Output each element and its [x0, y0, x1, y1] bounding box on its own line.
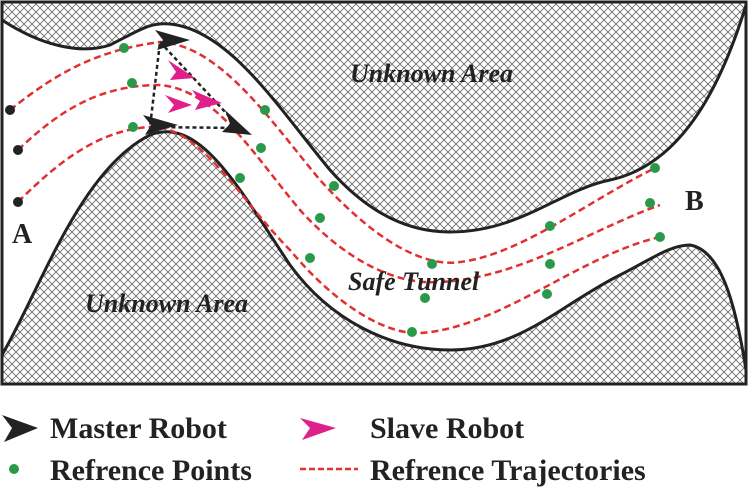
tunnel-label: Safe Tunnel	[348, 267, 480, 296]
master-robots	[143, 30, 252, 135]
unknown-area-top	[0, 0, 748, 234]
start-points	[5, 105, 23, 207]
legend-master-icon	[2, 415, 38, 442]
formation	[148, 39, 243, 130]
legend-label: Master Robot	[50, 412, 227, 445]
legend-label: Refrence Trajectories	[370, 454, 646, 487]
trajectories	[9, 40, 661, 335]
area-label: Unknown Area	[350, 59, 513, 88]
legend-label: Slave Robot	[370, 412, 524, 445]
endpoint-label: B	[685, 186, 704, 217]
legend-point-icon	[9, 464, 19, 474]
unknown-area-bottom	[0, 130, 748, 386]
legend-slave-icon	[300, 418, 336, 440]
slave-robots	[165, 60, 222, 113]
endpoint-label: A	[12, 219, 33, 250]
legend-label: Refrence Points	[50, 454, 252, 487]
reference-points	[119, 43, 665, 337]
area-label: Unknown Area	[85, 289, 248, 318]
